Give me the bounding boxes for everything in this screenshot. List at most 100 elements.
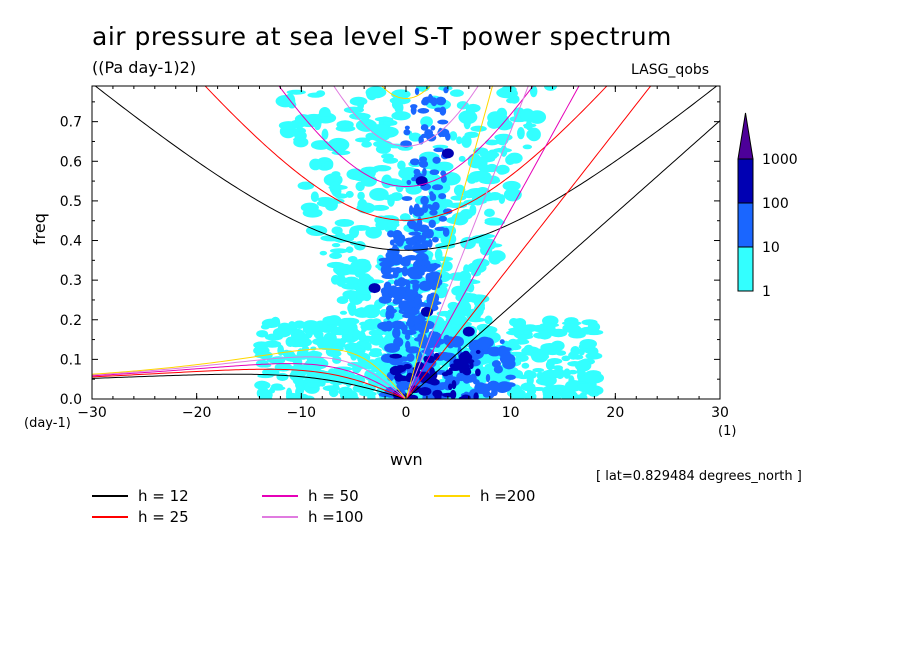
power-cell — [394, 321, 401, 332]
power-cell — [428, 219, 436, 229]
power-cell — [459, 277, 474, 291]
power-cell — [368, 350, 383, 358]
power-cell — [442, 392, 457, 398]
gravity-curve — [94, 86, 718, 251]
power-cell — [432, 156, 441, 164]
power-cell — [576, 382, 594, 393]
power-cell — [329, 248, 349, 254]
power-cell — [416, 86, 430, 92]
power-cell — [507, 338, 519, 349]
power-cell — [368, 283, 381, 294]
power-cell — [459, 352, 468, 360]
power-cell — [568, 331, 586, 339]
power-cell — [331, 226, 343, 235]
power-cell — [440, 285, 448, 298]
power-cell — [324, 161, 334, 170]
power-cell — [418, 386, 432, 396]
power-cell — [484, 217, 503, 224]
power-cell — [413, 296, 421, 305]
power-cell — [406, 179, 412, 185]
legend-label: h = 50 — [308, 487, 359, 505]
power-cell — [348, 306, 357, 316]
power-cell — [431, 201, 440, 211]
power-cell — [255, 359, 269, 368]
power-cell — [382, 331, 394, 336]
power-cell — [465, 293, 479, 300]
power-cell — [458, 155, 466, 162]
power-cell — [476, 323, 491, 332]
power-cell — [412, 280, 420, 293]
power-cell — [322, 385, 340, 392]
power-cell — [505, 374, 516, 380]
power-cell — [581, 374, 600, 383]
power-cell — [305, 364, 314, 377]
power-cell — [530, 352, 540, 360]
power-cell — [432, 389, 443, 398]
power-cell — [331, 243, 341, 248]
power-cell — [450, 365, 456, 371]
power-cell — [384, 343, 401, 353]
power-cell — [342, 289, 360, 300]
rossby-curve — [92, 356, 407, 399]
power-cell — [429, 169, 440, 176]
power-cell — [272, 327, 292, 338]
power-cell — [449, 89, 464, 97]
power-cell — [450, 195, 467, 201]
power-cell — [276, 372, 289, 381]
power-cell — [409, 158, 420, 166]
power-cell — [521, 362, 530, 369]
power-cell — [419, 265, 427, 273]
power-cell — [327, 368, 337, 378]
power-cell — [431, 184, 444, 191]
y-tick-label: 0.2 — [60, 313, 82, 329]
power-cell — [386, 247, 399, 254]
power-cell — [456, 136, 463, 145]
power-cell — [349, 112, 371, 120]
power-cell — [403, 244, 414, 251]
power-cell — [402, 313, 416, 319]
power-cell — [330, 274, 340, 285]
power-cell — [425, 204, 433, 209]
power-cell — [410, 105, 417, 115]
power-cell — [476, 299, 485, 311]
power-cell — [434, 248, 443, 262]
power-cell — [315, 90, 326, 97]
power-cell — [562, 323, 581, 333]
power-cell — [462, 326, 475, 337]
power-cell — [362, 304, 381, 319]
power-cell — [275, 94, 296, 108]
power-cell — [354, 241, 366, 251]
power-cell — [405, 340, 411, 351]
power-cell — [347, 255, 358, 263]
power-cell — [403, 363, 412, 370]
power-cell — [561, 355, 571, 362]
power-cell — [470, 125, 487, 132]
power-cell — [354, 258, 371, 268]
power-cell — [436, 382, 449, 389]
power-cell — [309, 158, 322, 171]
power-cell — [383, 281, 392, 292]
power-cell — [473, 392, 479, 399]
power-cell — [467, 153, 482, 167]
power-cell — [285, 392, 299, 399]
legend-label: h = 25 — [138, 508, 189, 526]
power-cell — [495, 134, 509, 146]
power-cell — [387, 230, 395, 238]
power-cell — [414, 87, 420, 96]
power-cell — [393, 235, 405, 245]
power-cell — [413, 323, 427, 330]
power-cell — [462, 362, 470, 371]
x-axis-label: wvn — [390, 450, 423, 469]
power-cell — [356, 293, 370, 301]
power-cell — [407, 222, 413, 228]
power-cell — [310, 191, 319, 203]
power-cell — [506, 98, 516, 104]
power-cell — [357, 307, 367, 318]
power-cell — [532, 368, 545, 373]
power-cell — [484, 139, 500, 146]
power-cell — [305, 382, 322, 388]
power-cell — [333, 366, 353, 372]
power-cell — [383, 334, 394, 346]
power-cell — [523, 344, 534, 352]
